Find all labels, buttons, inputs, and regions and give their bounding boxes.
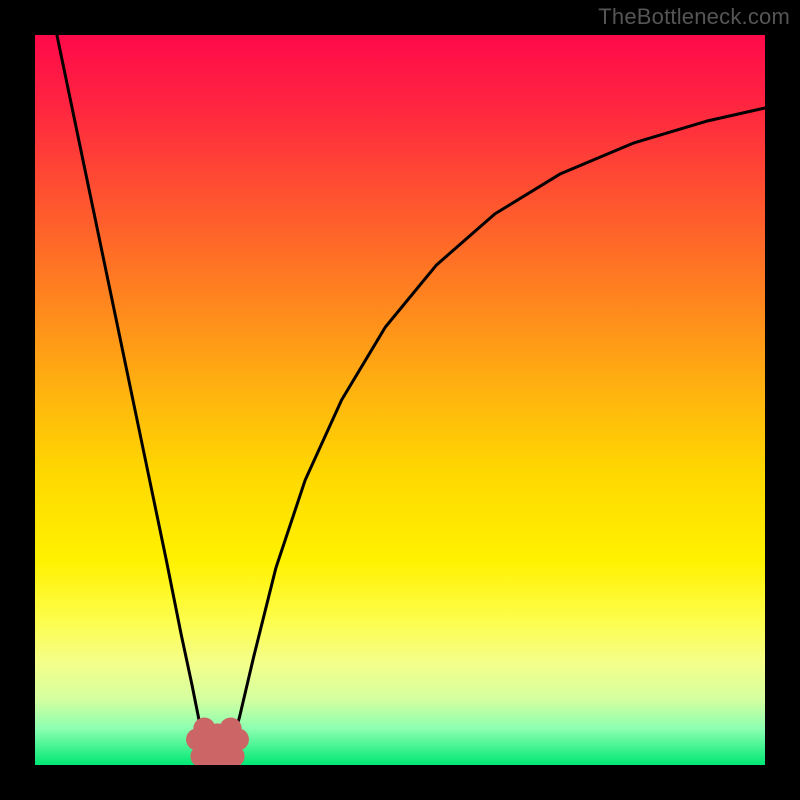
- valley-marker-lobe: [193, 718, 215, 740]
- chart-frame: TheBottleneck.com: [0, 0, 800, 800]
- watermark-text: TheBottleneck.com: [598, 4, 790, 30]
- chart-background: [35, 35, 765, 765]
- chart-plot: [35, 35, 765, 765]
